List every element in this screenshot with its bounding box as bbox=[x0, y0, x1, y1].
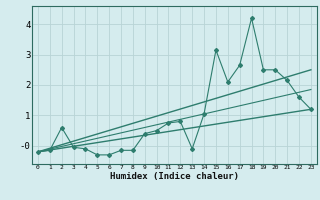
X-axis label: Humidex (Indice chaleur): Humidex (Indice chaleur) bbox=[110, 172, 239, 181]
